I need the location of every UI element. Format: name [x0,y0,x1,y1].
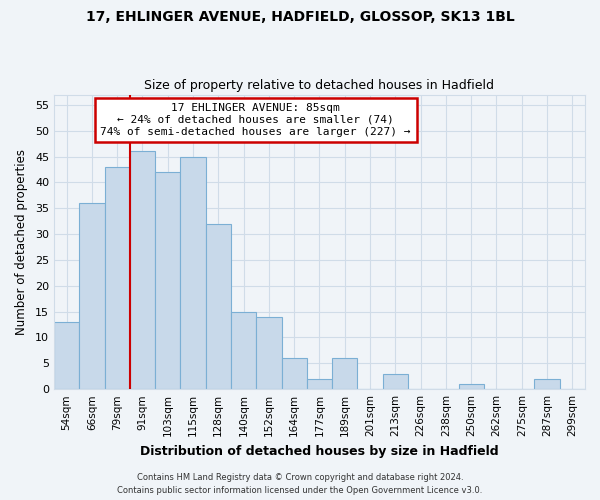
Bar [130,152,155,389]
X-axis label: Distribution of detached houses by size in Hadfield: Distribution of detached houses by size … [140,444,499,458]
Bar [383,374,408,389]
Text: 17 EHLINGER AVENUE: 85sqm
← 24% of detached houses are smaller (74)
74% of semi-: 17 EHLINGER AVENUE: 85sqm ← 24% of detac… [100,104,411,136]
Bar [181,156,206,389]
Bar [256,317,281,389]
Bar [104,167,130,389]
Bar [535,379,560,389]
Bar [281,358,307,389]
Title: Size of property relative to detached houses in Hadfield: Size of property relative to detached ho… [145,79,494,92]
Bar [79,203,104,389]
Text: 17, EHLINGER AVENUE, HADFIELD, GLOSSOP, SK13 1BL: 17, EHLINGER AVENUE, HADFIELD, GLOSSOP, … [86,10,514,24]
Text: Contains HM Land Registry data © Crown copyright and database right 2024.
Contai: Contains HM Land Registry data © Crown c… [118,474,482,495]
Bar [54,322,79,389]
Bar [206,224,231,389]
Bar [155,172,181,389]
Bar [458,384,484,389]
Bar [231,312,256,389]
Y-axis label: Number of detached properties: Number of detached properties [15,149,28,335]
Bar [332,358,358,389]
Bar [307,379,332,389]
